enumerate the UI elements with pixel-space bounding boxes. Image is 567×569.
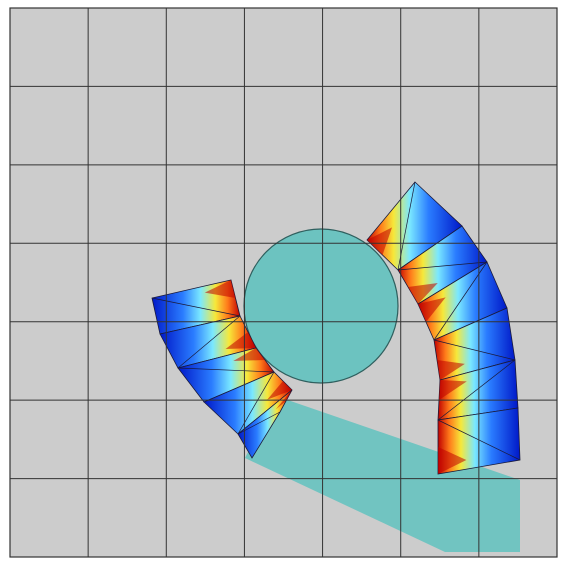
stress-concentration <box>204 280 236 298</box>
stress-concentration <box>439 380 467 400</box>
stress-concentration <box>437 360 465 380</box>
stress-concentration <box>408 283 438 304</box>
rigid-bodies <box>243 228 520 552</box>
mesh-diagonal <box>437 359 516 421</box>
circular-body <box>243 228 399 384</box>
grid-overlay <box>10 8 557 557</box>
mesh-diagonal <box>433 339 516 361</box>
mesh-diagonal <box>177 315 241 369</box>
stress-concentration <box>225 332 256 350</box>
mesh-diagonal <box>397 261 488 271</box>
stress-concentration <box>275 390 292 410</box>
stress-concentration <box>367 227 393 255</box>
stress-concentration <box>233 348 265 361</box>
stress-concentration <box>438 447 467 474</box>
mesh-diagonal <box>177 367 275 373</box>
right-mesh-strip <box>366 181 521 475</box>
stress-concentration <box>418 297 446 322</box>
mesh-diagonal <box>433 261 488 341</box>
stress-concentration <box>267 381 292 400</box>
diagonal-bar-body <box>245 396 520 552</box>
mesh-diagonal <box>237 411 281 435</box>
